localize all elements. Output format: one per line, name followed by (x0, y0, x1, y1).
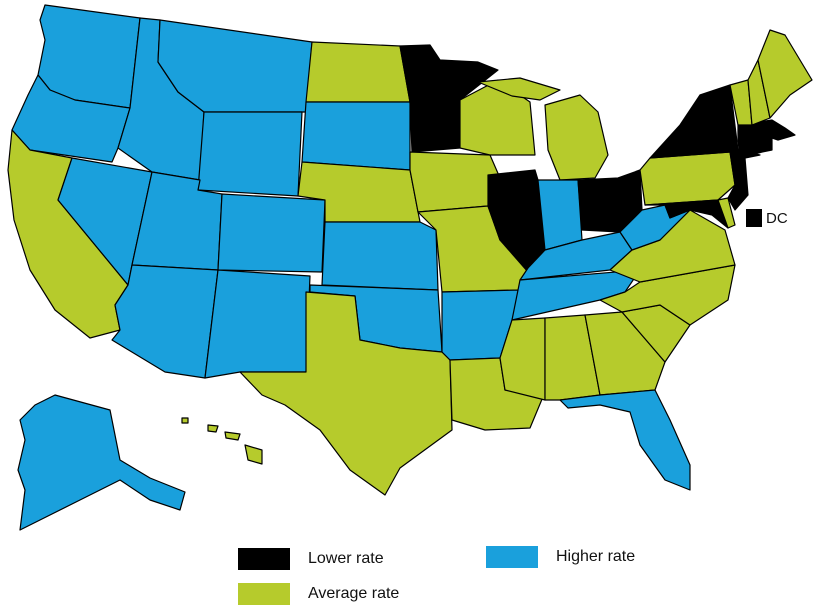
legend-average-swatch (238, 583, 290, 605)
state-ks[interactable] (321, 221, 439, 291)
state-ia[interactable] (409, 151, 501, 213)
state-mn[interactable] (399, 44, 499, 153)
legend-higher-swatch (486, 546, 538, 568)
dc-marker: DC (746, 209, 788, 227)
state-ms[interactable] (499, 317, 546, 401)
state-hi[interactable] (181, 417, 263, 465)
state-sd[interactable] (301, 101, 411, 171)
state-mi[interactable] (544, 94, 609, 181)
state-in[interactable] (537, 179, 583, 251)
legend-average: Average rate (238, 583, 399, 605)
legend-higher: Higher rate (486, 546, 635, 568)
legend-average-label: Average rate (308, 585, 400, 602)
state-ny[interactable] (649, 84, 761, 159)
state-tx[interactable] (239, 291, 453, 496)
state-ga[interactable] (584, 311, 666, 396)
dc-swatch (746, 209, 762, 227)
legend-higher-label: Higher rate (556, 548, 636, 565)
state-ri[interactable] (761, 137, 773, 153)
state-pa[interactable] (639, 151, 736, 206)
dc-label: DC (766, 209, 788, 227)
state-nd[interactable] (305, 41, 411, 103)
state-wy[interactable] (197, 111, 303, 197)
legend-lower-label: Lower rate (308, 550, 384, 567)
legend-lower: Lower rate (238, 548, 384, 570)
state-or[interactable] (11, 74, 131, 163)
legend-lower-swatch (238, 548, 290, 570)
state-ak[interactable] (17, 394, 186, 531)
state-nc[interactable] (599, 264, 736, 326)
state-nm[interactable] (204, 269, 311, 379)
state-de[interactable] (717, 197, 736, 229)
state-fl[interactable] (559, 389, 691, 491)
state-me[interactable] (757, 29, 813, 119)
state-mi-up[interactable] (477, 77, 561, 101)
state-co[interactable] (217, 193, 326, 273)
